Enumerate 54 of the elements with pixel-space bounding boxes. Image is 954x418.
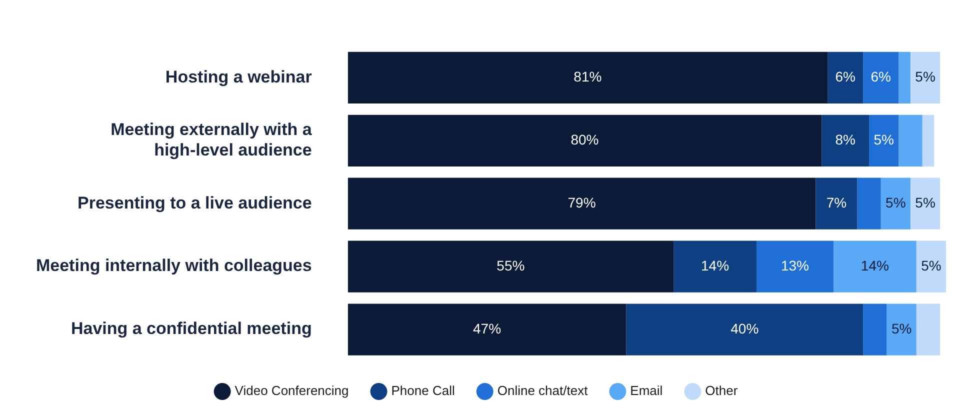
bar bbox=[348, 240, 674, 292]
bar bbox=[863, 52, 899, 104]
bar bbox=[898, 52, 910, 104]
data-label: 8% bbox=[835, 132, 856, 148]
bar bbox=[886, 304, 916, 356]
legend-label: Online chat/text bbox=[497, 383, 588, 398]
bar bbox=[922, 114, 934, 166]
data-label: 5% bbox=[891, 320, 912, 336]
data-label: 40% bbox=[730, 320, 759, 336]
data-label: 55% bbox=[496, 257, 525, 274]
data-label: 5% bbox=[921, 257, 942, 274]
bar bbox=[910, 178, 940, 230]
bar bbox=[816, 178, 858, 230]
bar bbox=[674, 240, 756, 292]
y-tick-label: Hosting a webinar bbox=[165, 67, 312, 86]
legend-label: Phone Call bbox=[391, 383, 455, 398]
bar bbox=[756, 240, 834, 292]
y-tick-label: Meeting externally with a high-level audience bbox=[110, 120, 312, 160]
bar bbox=[822, 114, 870, 166]
legend-label: Video Conferencing bbox=[234, 383, 349, 398]
bar bbox=[869, 114, 899, 166]
data-label: 14% bbox=[701, 257, 730, 274]
bar bbox=[348, 304, 626, 356]
bar bbox=[916, 304, 940, 356]
bar bbox=[880, 178, 910, 230]
bar bbox=[857, 178, 881, 230]
data-label: 81% bbox=[574, 68, 602, 85]
data-label: 7% bbox=[826, 194, 847, 210]
bar bbox=[833, 240, 916, 292]
data-label: 47% bbox=[472, 320, 502, 336]
legend-label: Email bbox=[630, 383, 663, 398]
data-label: 6% bbox=[835, 68, 856, 85]
data-label: 79% bbox=[568, 194, 596, 210]
data-label: 5% bbox=[886, 194, 906, 210]
data-label: 13% bbox=[780, 257, 809, 274]
data-label: 5% bbox=[874, 132, 894, 148]
data-label: 5% bbox=[915, 194, 936, 210]
legend-label: Other bbox=[705, 383, 738, 398]
bar bbox=[348, 178, 816, 230]
data-label: 5% bbox=[915, 68, 936, 85]
bar bbox=[916, 240, 946, 292]
y-tick-label: Presenting to a live audience bbox=[78, 193, 312, 212]
bar bbox=[348, 114, 822, 166]
data-label: 14% bbox=[860, 257, 889, 274]
y-tick-label: Meeting internally with colleagues bbox=[36, 256, 312, 276]
data-label: 80% bbox=[570, 132, 599, 148]
bar bbox=[828, 52, 864, 104]
bar bbox=[348, 52, 828, 104]
bar bbox=[898, 114, 922, 166]
bar bbox=[863, 304, 887, 356]
bar bbox=[626, 304, 864, 356]
data-label: 6% bbox=[870, 68, 891, 85]
y-tick-label: Having a confidential meeting bbox=[70, 319, 312, 338]
bar bbox=[910, 52, 940, 104]
